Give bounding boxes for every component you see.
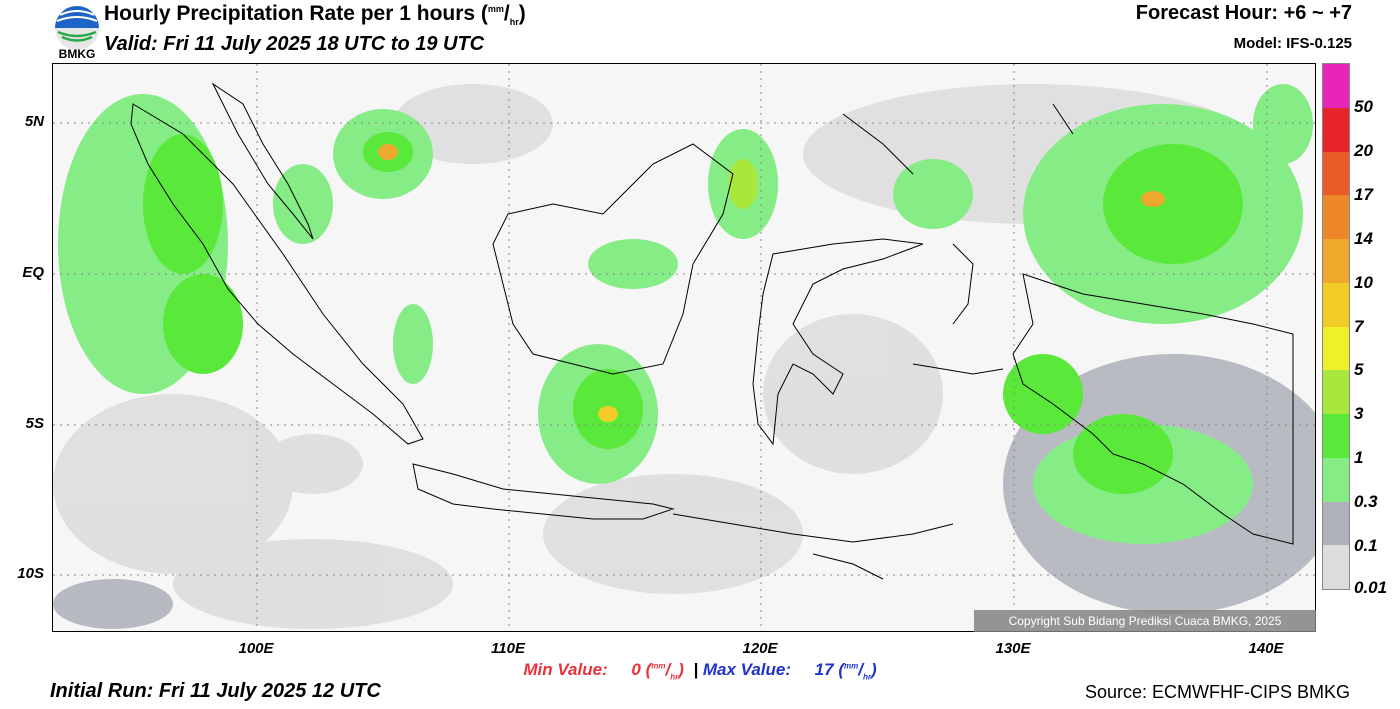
lat-label-eq: EQ xyxy=(22,264,44,281)
colorbar-swatch xyxy=(1323,282,1349,327)
colorbar-swatch xyxy=(1323,414,1349,458)
max-value: 17 xyxy=(814,660,834,679)
colorbar-label: 0.3 xyxy=(1354,492,1378,512)
colorbar-swatch xyxy=(1323,239,1349,283)
max-value-label: Max Value: xyxy=(702,660,792,679)
bmkg-logo: BMKG xyxy=(52,2,102,61)
svg-text:BMKG: BMKG xyxy=(59,47,96,60)
colorbar-swatch xyxy=(1323,457,1349,502)
lat-label-5n: 5N xyxy=(24,113,44,130)
colorbar-swatch xyxy=(1323,501,1349,546)
min-max-values: Min Value: 0 (mm/hr) | Max Value: 17 (mm… xyxy=(523,660,877,682)
initial-run: Initial Run: Fri 11 July 2025 12 UTC xyxy=(50,680,381,702)
lon-label-140e: 140E xyxy=(1248,640,1284,657)
lon-label-110e: 110E xyxy=(491,640,525,657)
precipitation-map xyxy=(52,63,1316,632)
colorbar-label: 1 xyxy=(1354,448,1364,468)
data-source: Source: ECMWFHF-CIPS BMKG xyxy=(1084,682,1350,702)
lon-label-100e: 100E xyxy=(238,640,274,657)
colorbar-label: 14 xyxy=(1354,228,1373,248)
colorbar-label: 50 xyxy=(1354,96,1373,116)
colorbar xyxy=(1322,63,1350,590)
colorbar-swatch xyxy=(1323,545,1349,589)
colorbar-swatch xyxy=(1323,151,1349,196)
separator: | xyxy=(693,660,699,679)
lat-label-5s: 5S xyxy=(25,415,44,432)
colorbar-label: 3 xyxy=(1354,404,1364,424)
colorbar-label: 0.1 xyxy=(1354,536,1378,556)
colorbar-swatch xyxy=(1323,107,1349,152)
model-name: Model: IFS-0.125 xyxy=(1233,35,1352,52)
colorbar-swatch xyxy=(1323,370,1349,414)
forecast-hour: Forecast Hour: +6 ~ +7 xyxy=(1135,2,1352,24)
min-value: 0 xyxy=(631,660,641,679)
min-value-label: Min Value: xyxy=(523,660,608,679)
colorbar-label: 10 xyxy=(1354,272,1373,292)
colorbar-label: 20 xyxy=(1354,140,1373,160)
colorbar-label: 17 xyxy=(1354,184,1373,204)
colorbar-swatch xyxy=(1323,326,1349,371)
lon-label-130e: 130E xyxy=(995,640,1031,657)
colorbar-label: 7 xyxy=(1354,316,1364,336)
lon-label-120e: 120E xyxy=(742,640,778,657)
colorbar-label: 5 xyxy=(1354,360,1364,380)
colorbar-label: 0.01 xyxy=(1354,578,1388,597)
colorbar-swatch xyxy=(1323,64,1349,108)
chart-title: Hourly Precipitation Rate per 1 hours (m… xyxy=(104,2,526,28)
valid-time: Valid: Fri 11 July 2025 18 UTC to 19 UTC xyxy=(104,33,485,55)
colorbar-swatch xyxy=(1323,195,1349,239)
lat-label-10s: 10S xyxy=(17,565,44,582)
copyright-notice: Copyright Sub Bidang Prediksi Cuaca BMKG… xyxy=(974,610,1316,632)
